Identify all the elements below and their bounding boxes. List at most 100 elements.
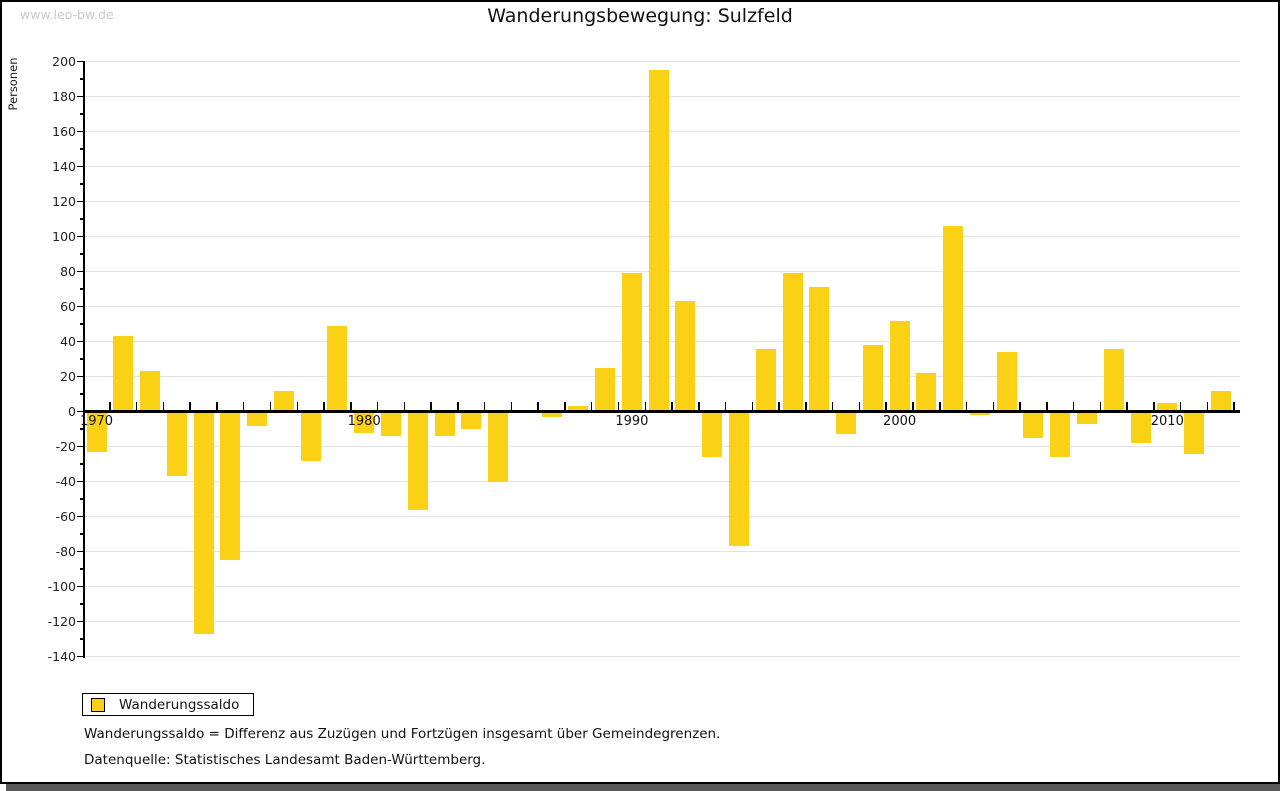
y-tick-label: 200 bbox=[52, 53, 76, 69]
gridline bbox=[85, 446, 1240, 447]
bar-1994 bbox=[728, 413, 749, 547]
x-tick bbox=[510, 402, 513, 410]
y-tick-major bbox=[77, 60, 85, 63]
gridline bbox=[85, 656, 1240, 657]
y-tick-minor bbox=[80, 428, 85, 430]
y-tick-minor bbox=[80, 568, 85, 570]
x-tick bbox=[590, 402, 593, 410]
x-tick bbox=[671, 402, 673, 410]
y-axis bbox=[83, 61, 85, 658]
x-tick bbox=[242, 402, 245, 410]
y-tick-minor bbox=[80, 148, 85, 150]
bar-1997 bbox=[809, 287, 830, 410]
x-tick bbox=[778, 402, 780, 410]
legend: Wanderungssaldo bbox=[82, 693, 255, 716]
y-tick-label: 140 bbox=[52, 158, 76, 174]
bar-2002 bbox=[943, 226, 964, 410]
gridline bbox=[85, 481, 1240, 482]
gridline bbox=[85, 61, 1240, 62]
bar-1977 bbox=[273, 390, 294, 410]
y-tick-minor bbox=[80, 393, 85, 395]
bar-1990 bbox=[621, 273, 642, 410]
gridline bbox=[85, 586, 1240, 587]
y-tick-major bbox=[77, 445, 85, 448]
x-tick bbox=[564, 402, 566, 410]
x-axis-label: 2010 bbox=[1150, 413, 1184, 429]
watermark: www.leo-bw.de bbox=[20, 7, 114, 22]
y-tick-minor bbox=[80, 638, 85, 640]
bar-1988 bbox=[568, 406, 589, 410]
x-tick bbox=[1126, 402, 1128, 410]
x-tick bbox=[617, 402, 620, 410]
bar-2000 bbox=[889, 320, 910, 410]
y-tick-minor bbox=[80, 323, 85, 325]
x-tick bbox=[1179, 402, 1182, 410]
y-tick-major bbox=[77, 270, 85, 273]
x-tick bbox=[724, 402, 727, 410]
bar-2011 bbox=[1184, 413, 1205, 454]
y-tick-major bbox=[77, 480, 85, 483]
bar-2008 bbox=[1103, 348, 1124, 410]
y-tick-label: -140 bbox=[47, 648, 76, 664]
x-tick bbox=[644, 402, 647, 410]
x-tick bbox=[457, 402, 459, 410]
y-tick-label: 40 bbox=[60, 333, 76, 349]
y-tick-major bbox=[77, 235, 85, 238]
bar-1985 bbox=[488, 413, 509, 482]
bar-1978 bbox=[300, 413, 321, 461]
bar-1973 bbox=[166, 413, 187, 477]
bar-1984 bbox=[461, 413, 482, 429]
bar-1993 bbox=[702, 413, 723, 457]
x-tick bbox=[483, 402, 486, 410]
x-tick bbox=[805, 402, 807, 410]
y-tick-major bbox=[77, 375, 85, 378]
bar-2007 bbox=[1076, 413, 1097, 424]
y-tick-label: -40 bbox=[55, 473, 76, 489]
y-tick-major bbox=[77, 305, 85, 308]
bar-1995 bbox=[755, 348, 776, 410]
x-tick bbox=[965, 402, 968, 410]
legend-label: Wanderungssaldo bbox=[119, 696, 240, 713]
x-tick bbox=[537, 402, 539, 410]
footnote-definition: Wanderungssaldo = Differenz aus Zuzügen … bbox=[84, 726, 721, 742]
y-tick-minor bbox=[80, 253, 85, 255]
y-tick-minor bbox=[80, 463, 85, 465]
bar-1980 bbox=[354, 413, 375, 433]
page-title: Wanderungsbewegung: Sulzfeld bbox=[487, 5, 793, 27]
y-tick-label: 60 bbox=[60, 298, 76, 314]
gridline bbox=[85, 621, 1240, 622]
y-tick-minor bbox=[80, 113, 85, 115]
bar-2006 bbox=[1050, 413, 1071, 457]
x-tick bbox=[751, 402, 754, 410]
x-tick bbox=[1072, 402, 1075, 410]
y-tick-major bbox=[77, 655, 85, 658]
bar-1987 bbox=[541, 413, 562, 417]
x-tick bbox=[162, 402, 165, 410]
y-tick-minor bbox=[80, 78, 85, 80]
y-tick-label: 0 bbox=[68, 403, 76, 419]
bar-1979 bbox=[327, 325, 348, 410]
x-axis-label: 2000 bbox=[883, 413, 917, 429]
x-tick bbox=[269, 402, 272, 410]
x-tick bbox=[350, 402, 352, 410]
bar-2012 bbox=[1210, 390, 1231, 410]
y-tick-major bbox=[77, 130, 85, 133]
x-tick bbox=[1206, 402, 1209, 410]
y-tick-minor bbox=[80, 288, 85, 290]
x-tick bbox=[109, 402, 111, 410]
x-tick bbox=[296, 402, 299, 410]
bar-2003 bbox=[969, 413, 990, 415]
y-tick-label: -120 bbox=[47, 613, 76, 629]
legend-swatch-icon bbox=[91, 697, 105, 712]
y-tick-label: 160 bbox=[52, 123, 76, 139]
bar-1999 bbox=[862, 345, 883, 410]
x-tick bbox=[376, 402, 379, 410]
y-tick-label: 100 bbox=[52, 228, 76, 244]
x-tick bbox=[135, 402, 138, 410]
bar-1991 bbox=[648, 70, 669, 410]
x-tick bbox=[403, 402, 406, 410]
x-tick bbox=[992, 402, 995, 410]
y-tick-minor bbox=[80, 533, 85, 535]
bar-1996 bbox=[782, 273, 803, 410]
